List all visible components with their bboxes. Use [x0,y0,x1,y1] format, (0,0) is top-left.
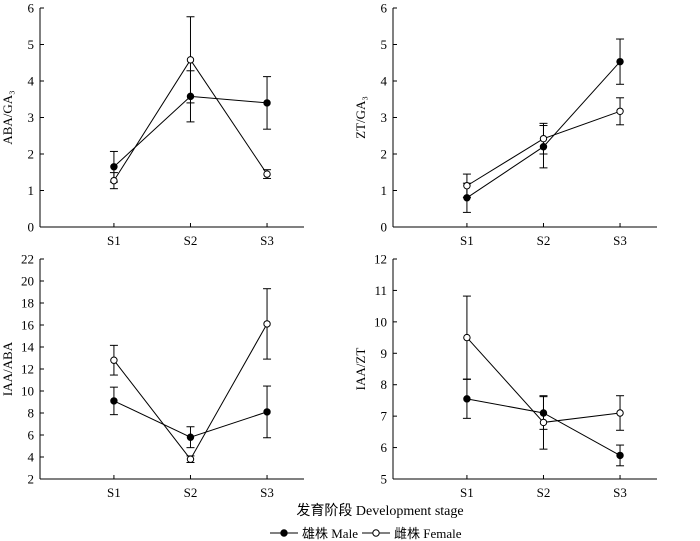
y-axis-title: ZT/GA₃ [353,96,368,139]
y-tick-label: 8 [28,406,35,421]
y-tick-label: 4 [28,74,35,89]
y-tick-label: 2 [28,472,35,487]
y-tick-label: 4 [381,74,388,89]
x-tick-label: S2 [537,485,551,500]
y-tick-label: 5 [381,472,388,487]
y-tick-label: 6 [28,1,35,16]
y-tick-label: 3 [381,110,388,125]
y-tick-label: 2 [28,147,35,162]
data-point [110,176,118,185]
y-tick-label: 10 [374,314,387,329]
data-point [616,451,624,460]
data-point [539,418,548,427]
y-tick-label: 6 [381,440,388,455]
x-axis-title: 发育阶段 Development stage [296,503,463,519]
series-female [109,288,272,463]
data-point [110,163,118,171]
panel-aba-ga3: 0 1 2 3 4 5 6 S1 S2 S3 ABA/GA₃ [0,1,304,248]
y-tick-label: 14 [21,340,35,355]
y-tick-label: 2 [381,147,388,162]
y-tick-label: 12 [374,252,387,267]
data-point [616,409,624,417]
y-tick-label: 1 [28,183,35,198]
x-tick-label: S2 [184,485,198,500]
x-tick-label: S1 [107,485,121,500]
data-point [263,408,271,416]
data-point [463,395,471,403]
y-tick-label: 22 [21,252,34,267]
y-tick-label: 0 [28,220,35,235]
legend-male-label: 雄株 Male [302,526,358,541]
legend: 雄株 Male 雌株 Female [270,526,462,541]
x-tick-label: S3 [613,233,627,248]
data-point [463,333,471,342]
data-point [110,397,118,405]
legend-female-label: 雌株 Female [394,526,462,541]
data-point [616,107,624,115]
y-tick-label: 20 [21,274,34,289]
y-tick-label: 12 [21,362,34,377]
y-tick-label: 6 [381,1,388,16]
y-tick-label: 3 [28,110,35,125]
data-point [110,356,118,364]
y-tick-label: 5 [381,37,388,52]
y-tick-label: 16 [21,318,35,333]
y-tick-label: 9 [381,346,388,361]
x-tick-label: S1 [107,233,121,248]
y-axis-title: IAA/ABA [0,341,15,396]
x-tick-label: S1 [460,485,474,500]
data-point [263,170,271,178]
y-axis-title: ABA/GA₃ [0,90,15,144]
series-female [462,295,625,450]
data-point [539,134,548,143]
x-tick-label: S3 [260,485,274,500]
y-tick-label: 11 [374,283,387,298]
y-tick-label: 8 [381,377,388,392]
panel-zt-ga3: 0 1 2 3 4 5 6 S1 S2 S3 ZT/GA₃ [353,1,657,248]
y-tick-label: 7 [381,409,388,424]
legend-male-marker [280,529,288,537]
x-tick-label: S2 [537,233,551,248]
y-tick-label: 0 [381,220,388,235]
data-point [186,455,195,463]
x-tick-label: S3 [613,485,627,500]
data-point [263,320,271,328]
data-point [186,56,195,64]
y-tick-label: 6 [28,428,35,443]
panel-iaa-zt: 5 6 7 8 9 10 11 12 S1 S2 S3 IAA/ZT [353,252,657,500]
y-tick-label: 1 [381,183,388,198]
data-point [616,57,624,66]
data-point [463,182,471,190]
data-point [186,433,195,441]
x-tick-label: S2 [184,233,198,248]
data-point [263,99,271,107]
x-tick-label: S1 [460,233,474,248]
y-axis-title: IAA/ZT [353,348,368,391]
y-tick-label: 10 [21,384,34,399]
series-male [109,385,272,449]
series-female [109,16,272,190]
y-tick-label: 18 [21,296,34,311]
y-tick-label: 4 [28,450,35,465]
series-female [462,97,625,198]
legend-female-marker [372,529,380,537]
y-tick-label: 5 [28,37,35,52]
panel-iaa-aba: 2 4 6 8 10 12 14 16 18 20 22 S1 S2 S3 IAA/ABA [0,252,304,500]
x-tick-label: S3 [260,233,274,248]
